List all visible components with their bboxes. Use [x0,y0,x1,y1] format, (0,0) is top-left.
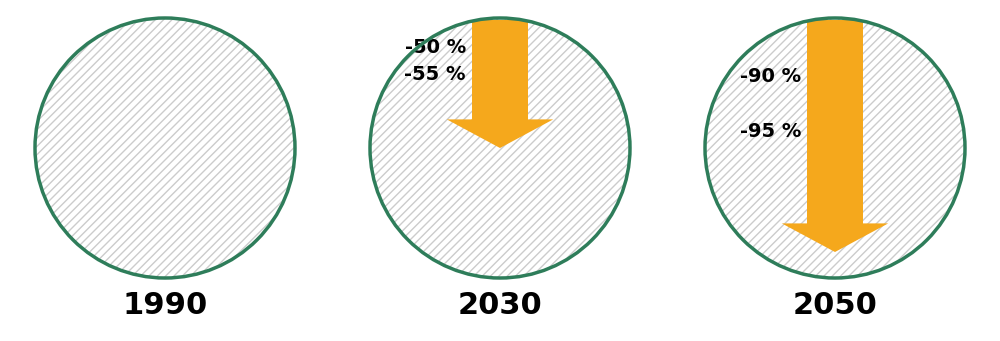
Circle shape [370,18,630,278]
Polygon shape [447,20,553,148]
Text: 2030: 2030 [458,291,542,320]
Text: 2050: 2050 [793,291,877,320]
Text: -50 %: -50 % [405,38,466,57]
Polygon shape [370,18,630,278]
Text: 1990: 1990 [122,291,208,320]
Polygon shape [782,20,888,252]
Polygon shape [705,18,965,252]
Circle shape [705,18,965,278]
Text: -55 %: -55 % [404,65,466,84]
Text: -90 %: -90 % [740,68,801,87]
Circle shape [35,18,295,278]
Polygon shape [370,18,630,148]
Polygon shape [705,18,965,278]
Text: -95 %: -95 % [740,122,801,142]
Circle shape [35,18,295,278]
